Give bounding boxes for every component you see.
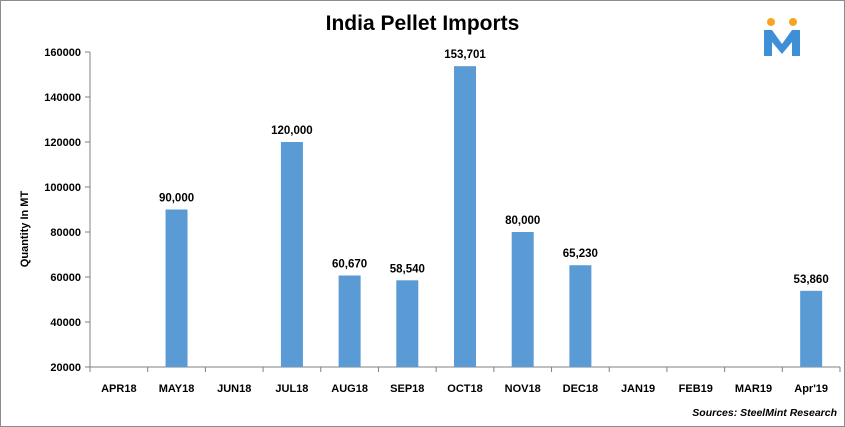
bar (280, 142, 303, 367)
x-tick-label: JAN19 (621, 383, 655, 395)
bar (338, 275, 361, 367)
x-tick-label: SEP18 (390, 383, 424, 395)
bar (511, 232, 534, 367)
x-tick-label: NOV18 (505, 383, 541, 395)
chart-title: India Pellet Imports (325, 12, 520, 35)
data-label: 53,860 (794, 274, 829, 286)
y-tick-labels: 20000 40000 60000 80000 100000 120000 140000 16… (44, 47, 81, 374)
y-tick-label: 40000 (50, 317, 81, 329)
x-tick-label: JUN18 (217, 383, 251, 395)
bar (454, 66, 476, 367)
x-tick-label: Apr'19 (794, 383, 828, 395)
bar (569, 265, 592, 367)
x-tick-label: FEB19 (679, 383, 713, 395)
data-label: 120,000 (271, 125, 313, 137)
x-tick-label: OCT18 (447, 383, 482, 395)
x-tick-label: MAY18 (159, 383, 195, 395)
y-tick-label: 100000 (44, 182, 81, 194)
source-note: Sources: SteelMint Research (692, 407, 837, 419)
y-tick-label: 60000 (50, 272, 81, 284)
data-label: 60,670 (332, 258, 367, 270)
y-tick-label: 80000 (50, 227, 81, 239)
bar (800, 290, 823, 367)
bars (165, 66, 823, 367)
y-tick-label: 120000 (44, 137, 81, 149)
y-tick-label: 20000 (50, 362, 81, 374)
steelmint-logo-icon (764, 18, 800, 56)
x-tick-label: DEC18 (563, 383, 598, 395)
y-tick-label: 160000 (44, 47, 81, 59)
data-label: 90,000 (159, 193, 194, 205)
bar (396, 280, 419, 367)
data-label: 153,701 (444, 49, 486, 61)
x-tick-labels: APR18 MAY18 JUN18 JUL18 AUG18 SEP18 OCT18 NOV18… (101, 383, 828, 395)
y-tick-label: 140000 (44, 92, 81, 104)
x-tick-label: AUG18 (331, 383, 368, 395)
data-labels: 90,000 120,000 60,670 58,540 153,701 80,000 65… (159, 49, 829, 286)
data-label: 80,000 (505, 215, 540, 227)
x-tick-label: JUL18 (275, 383, 308, 395)
x-tick-label: MAR19 (735, 383, 772, 395)
data-label: 58,540 (390, 263, 425, 275)
bar (165, 209, 188, 367)
x-tick-label: APR18 (101, 383, 136, 395)
data-label: 65,230 (563, 248, 598, 260)
y-axis-label: Quantity In MT (19, 191, 31, 268)
